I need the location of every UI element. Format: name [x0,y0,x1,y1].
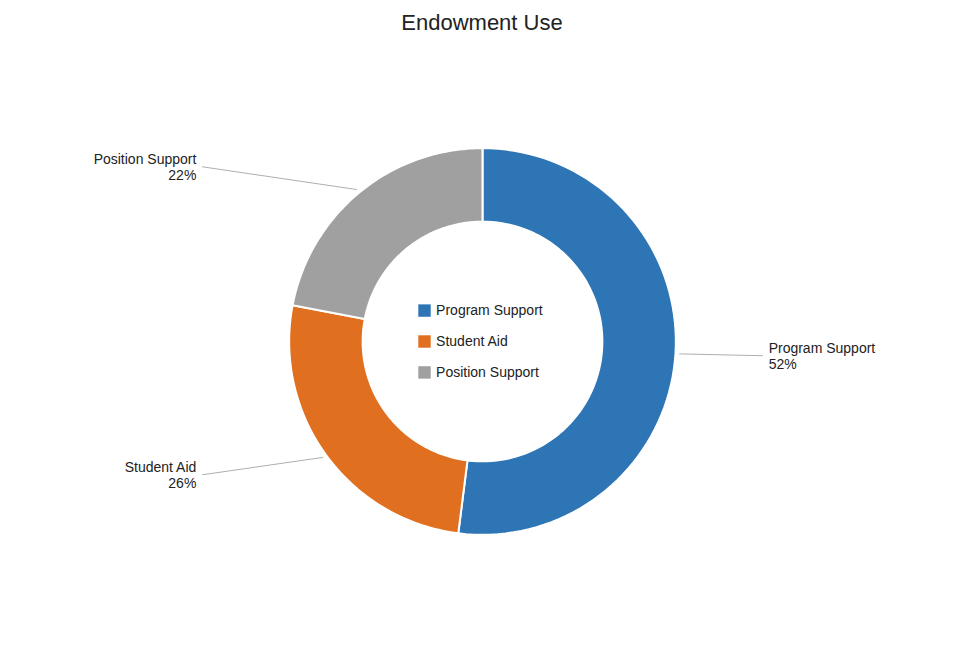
svg-text:Position Support22%: Position Support22% [94,151,197,183]
svg-text:Program Support52%: Program Support52% [769,340,876,372]
html-text:Endowment Use: Endowment Use [401,10,563,35]
svg-text:Position Support: Position Support [436,364,539,380]
svg-text:Student Aid26%: Student Aid26% [125,459,197,491]
svg-text:Student Aid: Student Aid [436,333,508,349]
svg-text:Program Support: Program Support [436,302,543,318]
